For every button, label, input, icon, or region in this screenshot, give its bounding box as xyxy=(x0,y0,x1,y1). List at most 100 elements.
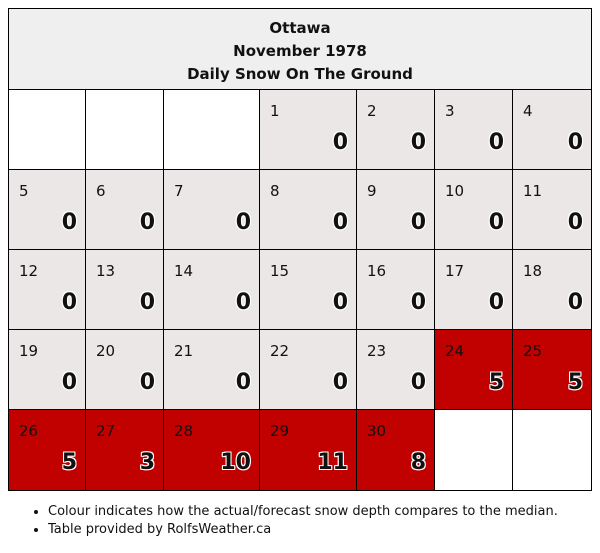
calendar-day-cell: 22 0 xyxy=(260,330,357,410)
day-number: 10 xyxy=(445,182,465,200)
day-number: 28 xyxy=(174,422,194,440)
snow-depth-value: 0 xyxy=(567,130,583,155)
calendar-header: Ottawa November 1978 Daily Snow On The G… xyxy=(9,9,591,90)
calendar-day-cell: 21 0 xyxy=(164,330,260,410)
calendar-day-cell: 18 0 xyxy=(513,250,591,330)
calendar-day-cell: 24 5 xyxy=(435,330,513,410)
day-number: 23 xyxy=(367,342,387,360)
snow-depth-value: 0 xyxy=(567,210,583,235)
snow-depth-value: 5 xyxy=(488,370,504,395)
calendar-day-cell: 17 0 xyxy=(435,250,513,330)
calendar-empty-cell xyxy=(513,410,591,490)
day-number: 2 xyxy=(367,102,377,120)
calendar-empty-cell xyxy=(86,90,164,170)
snow-depth-value: 0 xyxy=(332,290,348,315)
calendar-day-cell: 11 0 xyxy=(513,170,591,250)
snow-depth-value: 0 xyxy=(410,370,426,395)
note-credit: Table provided by RolfsWeather.ca xyxy=(48,521,558,539)
day-number: 9 xyxy=(367,182,377,200)
calendar-day-cell: 27 3 xyxy=(86,410,164,490)
month-title: November 1978 xyxy=(233,42,367,60)
day-number: 14 xyxy=(174,262,194,280)
calendar-empty-cell xyxy=(435,410,513,490)
calendar-day-cell: 28 10 xyxy=(164,410,260,490)
snow-depth-value: 0 xyxy=(235,210,251,235)
day-number: 17 xyxy=(445,262,465,280)
day-number: 24 xyxy=(445,342,465,360)
snow-depth-value: 3 xyxy=(139,450,155,475)
snow-depth-value: 5 xyxy=(61,450,77,475)
day-number: 13 xyxy=(96,262,116,280)
day-number: 29 xyxy=(270,422,290,440)
calendar-empty-cell xyxy=(9,90,86,170)
day-number: 27 xyxy=(96,422,116,440)
day-number: 20 xyxy=(96,342,116,360)
snow-depth-value: 0 xyxy=(235,290,251,315)
calendar-day-cell: 30 8 xyxy=(357,410,435,490)
snow-depth-value: 10 xyxy=(220,450,251,475)
day-number: 6 xyxy=(96,182,106,200)
snow-depth-value: 8 xyxy=(410,450,426,475)
snow-depth-value: 0 xyxy=(488,210,504,235)
calendar-day-cell: 19 0 xyxy=(9,330,86,410)
snow-depth-value: 0 xyxy=(61,370,77,395)
day-number: 15 xyxy=(270,262,290,280)
calendar-day-cell: 12 0 xyxy=(9,250,86,330)
snow-depth-value: 0 xyxy=(567,290,583,315)
city-title: Ottawa xyxy=(269,19,331,37)
note-colour-legend: Colour indicates how the actual/forecast… xyxy=(48,503,558,521)
notes-list: Colour indicates how the actual/forecast… xyxy=(28,503,558,539)
day-number: 3 xyxy=(445,102,455,120)
day-number: 25 xyxy=(523,342,543,360)
snow-depth-value: 0 xyxy=(332,210,348,235)
calendar-day-cell: 15 0 xyxy=(260,250,357,330)
day-number: 18 xyxy=(523,262,543,280)
snow-depth-value: 0 xyxy=(139,210,155,235)
snow-depth-value: 0 xyxy=(61,290,77,315)
snow-depth-value: 0 xyxy=(139,370,155,395)
calendar-day-cell: 26 5 xyxy=(9,410,86,490)
snow-calendar: Ottawa November 1978 Daily Snow On The G… xyxy=(8,8,592,491)
snow-depth-value: 0 xyxy=(410,290,426,315)
table-subtitle: Daily Snow On The Ground xyxy=(187,65,413,83)
calendar-day-cell: 20 0 xyxy=(86,330,164,410)
calendar-day-cell: 14 0 xyxy=(164,250,260,330)
snow-depth-value: 0 xyxy=(488,290,504,315)
snow-depth-value: 0 xyxy=(410,210,426,235)
day-number: 19 xyxy=(19,342,39,360)
day-number: 1 xyxy=(270,102,280,120)
calendar-day-cell: 25 5 xyxy=(513,330,591,410)
snow-depth-value: 0 xyxy=(61,210,77,235)
day-number: 21 xyxy=(174,342,194,360)
day-number: 7 xyxy=(174,182,184,200)
day-number: 16 xyxy=(367,262,387,280)
day-number: 8 xyxy=(270,182,280,200)
snow-depth-value: 11 xyxy=(317,450,348,475)
calendar-day-cell: 13 0 xyxy=(86,250,164,330)
snow-depth-value: 0 xyxy=(332,130,348,155)
day-number: 11 xyxy=(523,182,543,200)
calendar-day-cell: 16 0 xyxy=(357,250,435,330)
calendar-day-cell: 10 0 xyxy=(435,170,513,250)
day-number: 4 xyxy=(523,102,533,120)
snow-depth-value: 0 xyxy=(235,370,251,395)
snow-depth-value: 0 xyxy=(139,290,155,315)
day-number: 26 xyxy=(19,422,39,440)
day-number: 12 xyxy=(19,262,39,280)
snow-depth-value: 0 xyxy=(332,370,348,395)
snow-depth-value: 5 xyxy=(567,370,583,395)
snow-depth-value: 0 xyxy=(410,130,426,155)
day-number: 22 xyxy=(270,342,290,360)
calendar-day-cell: 23 0 xyxy=(357,330,435,410)
day-number: 30 xyxy=(367,422,387,440)
day-number: 5 xyxy=(19,182,29,200)
calendar-empty-cell xyxy=(164,90,260,170)
calendar-day-cell: 29 11 xyxy=(260,410,357,490)
